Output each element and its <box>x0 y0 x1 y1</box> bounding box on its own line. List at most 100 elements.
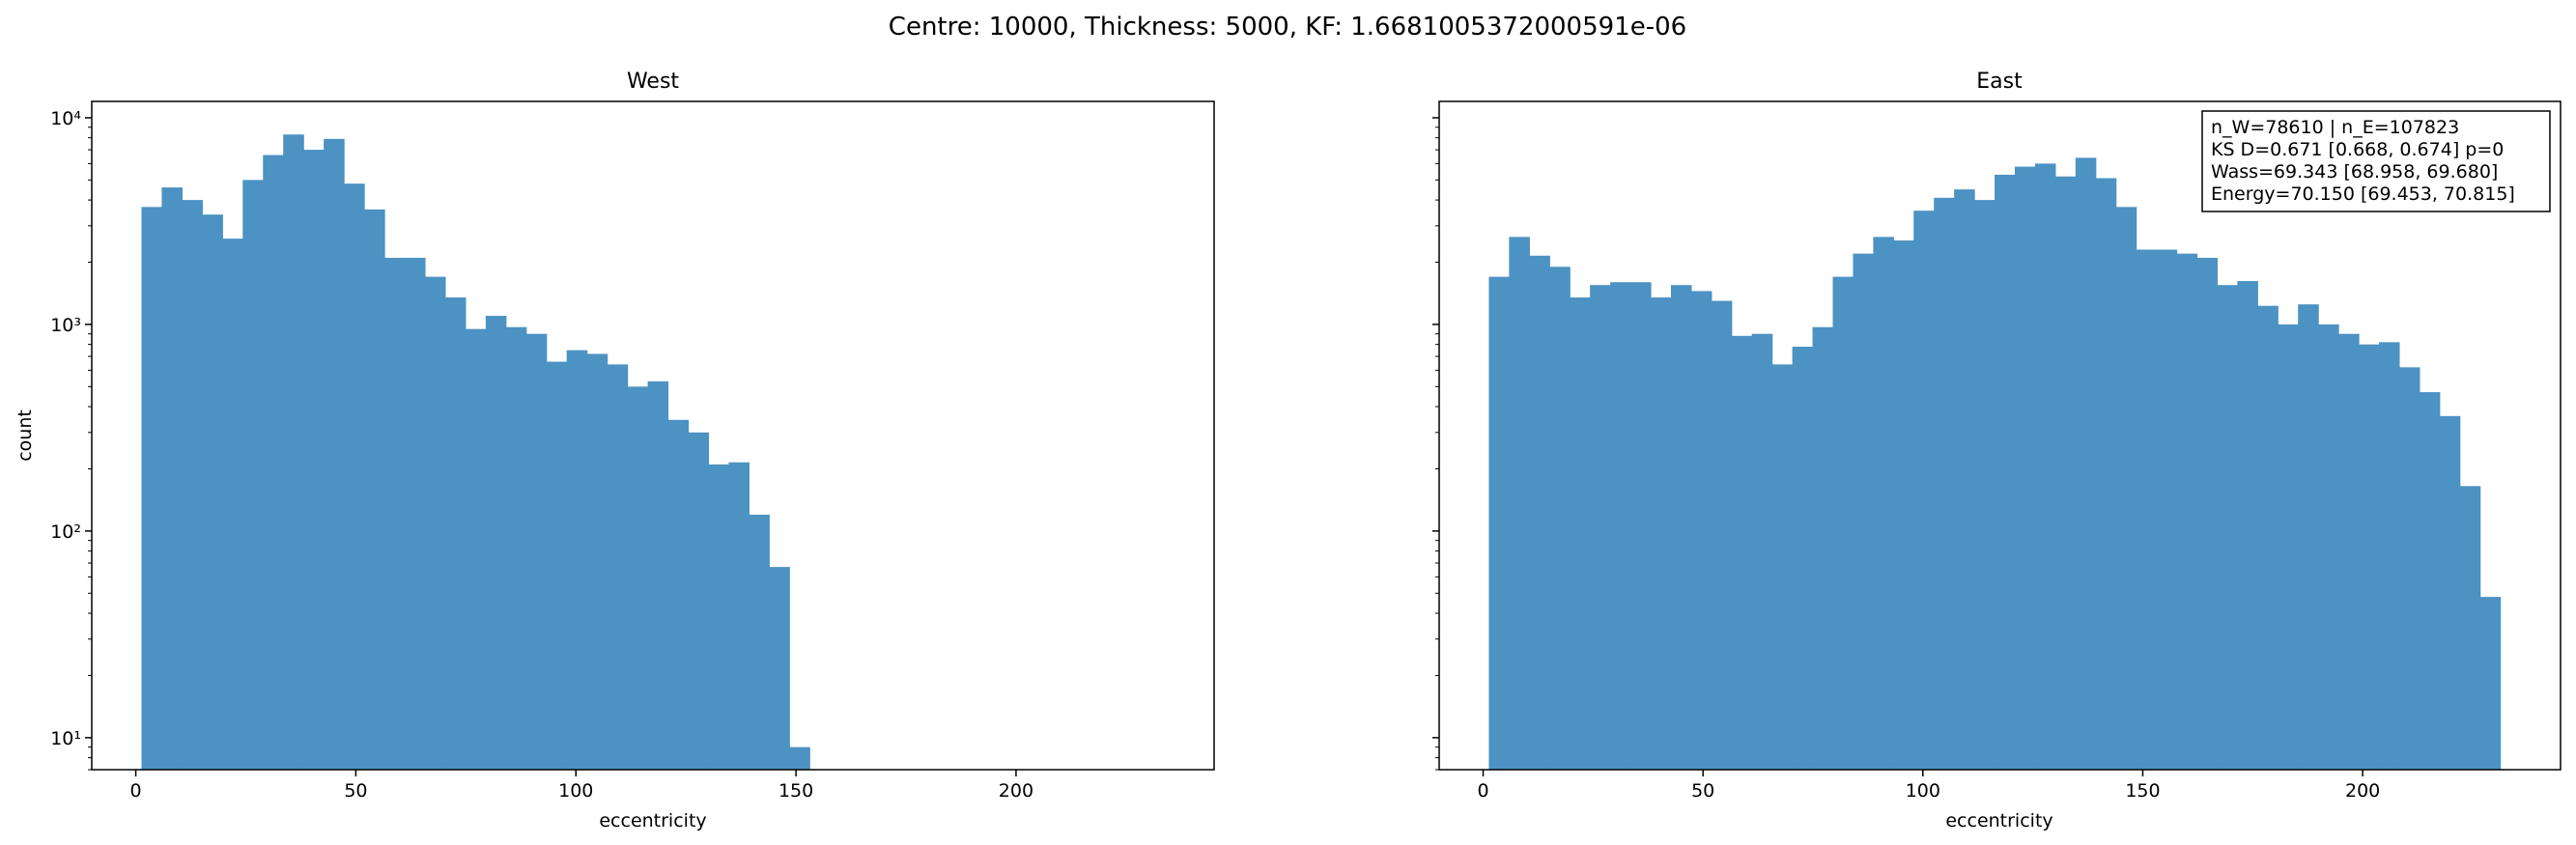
west-histogram-bar <box>647 380 669 770</box>
east-histogram-bar <box>2014 166 2036 770</box>
west-histogram-bar <box>708 464 729 770</box>
east-histogram-bar <box>2034 163 2056 770</box>
east-histogram-bar <box>1995 174 2016 770</box>
west-histogram-bar <box>444 297 467 770</box>
west-x-tick-label: 100 <box>558 780 593 802</box>
west-histogram-bar <box>324 138 345 771</box>
east-histogram-bar <box>2359 344 2380 770</box>
east-x-tick-label: 200 <box>2345 780 2380 802</box>
east-histogram-bar <box>2115 207 2137 770</box>
west-x-tick-label: 0 <box>130 780 142 802</box>
east-histogram-bar <box>1771 364 1794 770</box>
east-histogram-bar <box>1731 335 1753 770</box>
stats-line-energy: Energy=70.150 [69.453, 70.815] <box>2211 183 2515 205</box>
west-histogram-bar <box>667 419 690 770</box>
east-histogram-bar <box>2196 257 2219 771</box>
west-x-tick-label: 50 <box>344 780 367 802</box>
east-histogram-bar <box>2278 324 2299 770</box>
west-x-axis-label: eccentricity <box>599 810 706 831</box>
west-histogram-bar <box>566 350 588 770</box>
east-x-axis-label: eccentricity <box>1945 810 2052 831</box>
east-histogram-bar <box>2378 342 2400 770</box>
west-histogram-bar <box>263 155 284 771</box>
east-y-ticks <box>1432 117 1439 771</box>
stats-box-frame <box>2201 110 2551 212</box>
east-histogram-bar <box>1711 300 1733 770</box>
east-histogram-bar <box>1893 239 1914 770</box>
east-histogram-bar <box>2338 333 2360 770</box>
west-histogram-bar <box>222 239 243 770</box>
east-histogram-bar <box>2217 285 2238 770</box>
east-histogram-bar <box>1934 197 1955 771</box>
west-histogram-bar <box>546 361 568 770</box>
west-y-tick-label: 10⁴ <box>50 108 81 129</box>
east-histogram-bar <box>1812 326 1834 770</box>
west-histogram-bar <box>688 432 710 770</box>
east-panel-title: East <box>1976 70 2023 94</box>
east-histogram-bar <box>2257 305 2279 770</box>
stats-line-ks: KS D=0.671 [0.668, 0.674] p=0 <box>2211 139 2504 160</box>
west-x-tick-label: 200 <box>999 780 1033 802</box>
east-histogram-bar <box>1509 237 1530 771</box>
east-histogram-bar <box>2419 392 2441 770</box>
west-y-tick-label: 10² <box>50 521 81 543</box>
east-histogram-bar <box>1488 276 1510 770</box>
west-histogram-bar <box>749 514 770 770</box>
east-histogram-bar <box>2136 249 2158 770</box>
west-histogram-bar <box>525 333 548 770</box>
east-histogram-bar <box>1570 297 1591 770</box>
west-histogram-bar <box>242 180 264 771</box>
east-histogram-bar <box>1974 200 1996 771</box>
stats-line-wasserstein: Wass=69.343 [68.958, 69.680] <box>2211 161 2498 183</box>
east-histogram-bar <box>1630 282 1652 770</box>
west-histogram-bar <box>424 276 446 770</box>
east-panel: East 0 50 100 150 200 eccentricity n_W=78610… <box>1432 70 2562 831</box>
west-histogram-bar <box>769 567 790 770</box>
east-histogram-bar <box>2479 597 2502 770</box>
east-x-tick-label: 0 <box>1477 780 1488 802</box>
east-histogram-bars <box>1488 157 2502 771</box>
east-histogram-bar <box>1751 333 1773 770</box>
east-x-tick-label: 50 <box>1691 780 1714 802</box>
west-panel: West 0 50 100 150 200 10¹ 10² 10³ 10⁴ eccentric… <box>14 70 1215 831</box>
west-panel-title: West <box>627 70 679 94</box>
east-histogram-bar <box>1651 297 1672 770</box>
east-histogram-bar <box>1954 189 1975 770</box>
west-histogram-bar <box>202 214 223 770</box>
east-plot-frame <box>1438 100 2562 771</box>
west-y-tick-label: 10¹ <box>50 728 81 749</box>
east-histogram-bar <box>2439 415 2461 770</box>
east-histogram-bar <box>1590 285 1611 770</box>
west-y-axis-label: count <box>14 409 36 462</box>
east-x-tick-label: 100 <box>1906 780 1940 802</box>
east-histogram-bar <box>1853 253 1874 770</box>
figure-suptitle: Centre: 10000, Thickness: 5000, KF: 1.66… <box>889 13 1686 42</box>
east-histogram-bar <box>2398 367 2420 770</box>
east-histogram-bar <box>1913 211 1935 770</box>
east-histogram-bar <box>1529 255 1550 770</box>
west-y-ticks: 10¹ 10² 10³ 10⁴ <box>50 108 92 771</box>
west-x-tick-label: 150 <box>778 780 813 802</box>
west-histogram-bar <box>283 134 304 770</box>
east-histogram-bar <box>2054 176 2077 770</box>
east-histogram-bar <box>1690 291 1713 770</box>
west-plot-frame <box>91 100 1215 771</box>
west-histogram-bar <box>303 150 325 771</box>
east-histogram-bar <box>2075 157 2097 770</box>
west-histogram-bar <box>607 364 629 770</box>
west-histogram-bar <box>789 746 810 770</box>
east-histogram-bar <box>2298 304 2319 770</box>
stats-line-counts: n_W=78610 | n_E=107823 <box>2211 117 2459 138</box>
east-histogram-bar <box>1670 285 1692 770</box>
west-histogram-bar <box>364 209 385 770</box>
east-x-ticks: 0 50 100 150 200 <box>1477 770 2380 802</box>
east-x-tick-label: 150 <box>2125 780 2160 802</box>
west-histogram-bar <box>404 257 426 771</box>
east-histogram-bar <box>2176 253 2198 770</box>
east-histogram-bar <box>2156 249 2178 770</box>
west-histogram-bar <box>505 326 527 770</box>
east-histogram-bar <box>2318 324 2339 770</box>
west-histogram-bar <box>344 183 365 770</box>
east-histogram-bar <box>1792 347 1814 770</box>
